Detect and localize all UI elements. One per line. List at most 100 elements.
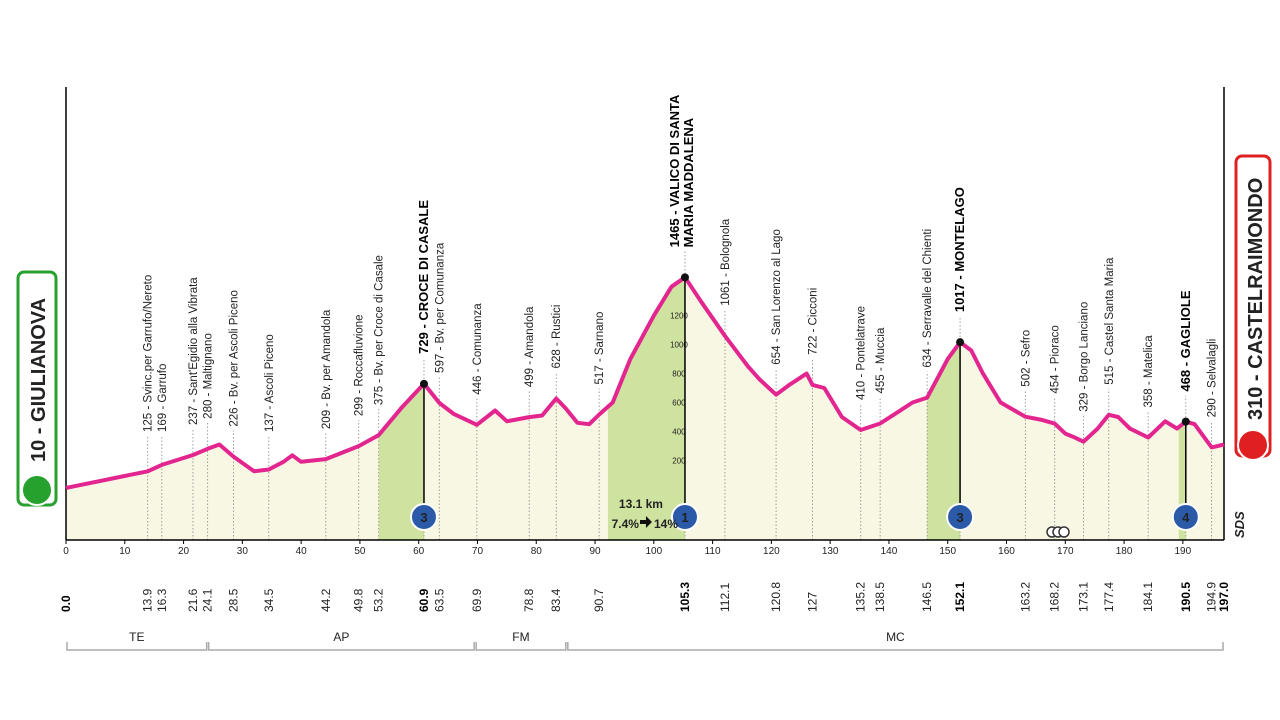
km-label: 146.5 — [920, 582, 934, 612]
profile-line — [65, 275, 1225, 490]
waypoint-label: 280 - Maltignano — [203, 333, 215, 419]
x-tick-label: 140 — [881, 546, 898, 557]
y-tick-label: 200 — [672, 456, 686, 465]
km-label: 60.9 — [417, 588, 431, 612]
x-tick-label: 190 — [1175, 546, 1192, 557]
y-tick-label: 1200 — [670, 312, 688, 321]
waypoint-label-line: MARIA MADDALENA — [681, 117, 696, 247]
summit-dot — [1181, 417, 1190, 426]
start-icon — [21, 474, 53, 506]
summit-dot — [680, 273, 689, 282]
waypoint-label: 517 - Sarnano — [594, 312, 606, 385]
x-tick-label: 80 — [531, 546, 543, 557]
y-tick-label: 800 — [672, 370, 686, 379]
x-tick-label: 170 — [1057, 546, 1074, 557]
km-label: 168.2 — [1048, 582, 1062, 612]
km-label: 184.1 — [1141, 582, 1155, 612]
x-tick-label: 40 — [296, 546, 308, 557]
x-tick-label: 50 — [354, 546, 366, 557]
x-tick-label: 160 — [998, 546, 1015, 557]
waypoint-label: 1465 - VALICO DI SANTAMARIA MADDALENA — [667, 94, 696, 247]
km-label: 152.1 — [953, 582, 967, 612]
waypoint-label: 410 - Pontelatrave — [856, 306, 868, 400]
x-tick-label: 100 — [645, 546, 662, 557]
region-label: TE — [129, 630, 144, 644]
x-tick-label: 20 — [178, 546, 190, 557]
waypoint-label: 722 - Cicconi — [808, 288, 820, 355]
x-tick-label: 120 — [763, 546, 780, 557]
waypoint-label: 1017 - MONTELAGO — [952, 187, 967, 312]
waypoint-label: 654 - San Lorenzo al Lago — [771, 229, 783, 365]
waypoint-label: 375 - Bv. per Croce di Casale — [374, 255, 386, 405]
waypoint-label: 358 - Matelica — [1143, 335, 1155, 408]
km-label: 135.2 — [854, 582, 868, 612]
km-label: 194.9 — [1205, 582, 1219, 612]
km-label: 105.3 — [678, 582, 692, 612]
km-label: 21.6 — [186, 588, 200, 612]
km-label: 13.9 — [141, 588, 155, 612]
x-tick-label: 130 — [822, 546, 839, 557]
x-tick-label: 180 — [1116, 546, 1133, 557]
region-label: AP — [333, 630, 349, 644]
climb-max: 14% — [654, 517, 678, 531]
km-label: 0.0 — [59, 595, 73, 612]
waypoint-label: 446 - Comunanza — [472, 303, 484, 395]
x-tick-label: 110 — [705, 546, 721, 557]
waypoint-label-line: 1465 - VALICO DI SANTA — [667, 94, 682, 247]
km-label: 177.4 — [1102, 582, 1116, 612]
waypoint-label: 455 - Muccia — [875, 327, 887, 393]
x-tick-label: 10 — [119, 546, 131, 557]
x-tick-label: 30 — [237, 546, 249, 557]
km-label: 53.2 — [372, 588, 386, 612]
y-tick-label: 400 — [672, 427, 686, 436]
km-label: 24.1 — [201, 588, 215, 612]
waypoint-label: 329 - Borgo Lanciano — [1079, 302, 1091, 412]
waypoint-label: 515 - Castel Santa Maria — [1104, 257, 1116, 385]
waypoint-label: 169 - Garrufo — [157, 364, 169, 432]
category-badge — [1171, 503, 1200, 531]
x-tick-label: 70 — [472, 546, 484, 557]
waypoint-label: 499 - Amandola — [524, 306, 536, 387]
km-label: 69.9 — [470, 588, 484, 612]
km-label: 44.2 — [319, 588, 333, 612]
region-bracket — [66, 642, 208, 651]
km-label: 63.5 — [432, 588, 446, 612]
x-tick-label: 60 — [413, 546, 425, 557]
km-label: 83.4 — [549, 588, 563, 612]
category-label: 3 — [956, 510, 963, 525]
km-label: 112.1 — [718, 583, 732, 612]
km-label: 190.5 — [1179, 582, 1193, 612]
sprint-icon — [1058, 526, 1070, 538]
waypoint-label: 729 - CROCE DI CASALE — [416, 200, 431, 354]
y-tick-label: 600 — [672, 399, 686, 408]
km-label: 16.3 — [155, 588, 169, 612]
waypoint-label: 628 - Rustici — [551, 305, 563, 369]
km-label: 28.5 — [227, 588, 241, 612]
gradient-arrow — [639, 516, 652, 528]
summit-dot — [956, 338, 965, 347]
waypoint-label: 125 - Svinc.per Garrufo/Nereto — [143, 275, 155, 432]
waypoint-label: 137 - Ascoli Piceno — [264, 334, 276, 432]
waypoint-label: 1061 - Bolognola — [720, 218, 732, 306]
region-label: FM — [512, 630, 529, 644]
waypoint-label: 634 - Serravalle del Chienti — [922, 229, 934, 368]
km-label: 34.5 — [262, 588, 276, 612]
km-label: 127 — [806, 592, 820, 612]
waypoint-label: 209 - Bv. per Amandola — [321, 309, 333, 429]
category-badge — [670, 503, 699, 531]
climb-avg: 7.4% — [612, 517, 640, 531]
km-label: 120.8 — [769, 582, 783, 612]
brand: SDS — [1232, 511, 1247, 538]
km-label: 173.1 — [1077, 582, 1091, 612]
region-label: MC — [886, 630, 905, 644]
category-badge — [946, 503, 975, 531]
km-label: 90.7 — [592, 588, 606, 612]
x-tick-label: 90 — [589, 546, 601, 557]
region-bracket — [475, 642, 567, 651]
region-bracket — [207, 642, 475, 651]
region-bracket — [567, 642, 1224, 651]
km-label: 163.2 — [1018, 582, 1032, 612]
km-label: 197.0 — [1217, 582, 1231, 612]
waypoint-label: 226 - Bv. per Ascoli Piceno — [229, 290, 241, 427]
